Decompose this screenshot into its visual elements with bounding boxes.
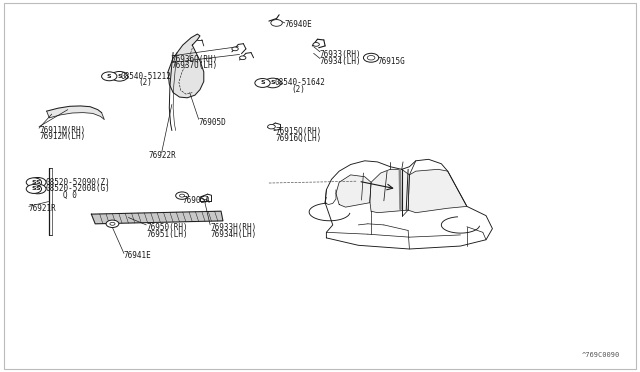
Text: 76905A: 76905A <box>182 196 211 205</box>
Text: 76912M(LH): 76912M(LH) <box>39 132 85 141</box>
Text: 76950(RH): 76950(RH) <box>147 223 188 232</box>
Text: S: S <box>117 74 122 79</box>
Circle shape <box>264 78 281 88</box>
Text: 76905D: 76905D <box>198 118 227 127</box>
Text: 76933H(RH): 76933H(RH) <box>210 223 257 232</box>
Circle shape <box>29 184 46 194</box>
Text: S: S <box>31 180 36 185</box>
Circle shape <box>29 177 46 187</box>
Text: Q 0: Q 0 <box>63 191 77 200</box>
Text: 76934(LH): 76934(LH) <box>320 57 362 66</box>
Text: 76936Q(RH): 76936Q(RH) <box>172 55 218 64</box>
Text: 08520-52008(G): 08520-52008(G) <box>45 185 110 193</box>
Polygon shape <box>408 169 467 213</box>
Polygon shape <box>336 175 371 207</box>
Circle shape <box>239 56 246 60</box>
Circle shape <box>364 53 379 62</box>
Text: 76933(RH): 76933(RH) <box>320 50 362 59</box>
Text: S: S <box>35 186 40 192</box>
Text: ^769C0090: ^769C0090 <box>582 352 620 358</box>
Circle shape <box>106 220 119 228</box>
Text: S: S <box>31 186 36 192</box>
Circle shape <box>271 20 282 26</box>
Circle shape <box>367 55 375 60</box>
Circle shape <box>26 185 42 193</box>
Text: 76934H(LH): 76934H(LH) <box>210 230 257 239</box>
Polygon shape <box>370 169 410 213</box>
Circle shape <box>110 222 115 225</box>
Circle shape <box>255 78 270 87</box>
Text: 76921R: 76921R <box>29 205 56 214</box>
Circle shape <box>202 196 208 200</box>
Text: 76911M(RH): 76911M(RH) <box>39 126 85 135</box>
Circle shape <box>313 42 319 46</box>
Text: S: S <box>107 74 111 79</box>
Text: (2): (2) <box>138 78 152 87</box>
Circle shape <box>26 178 42 187</box>
Polygon shape <box>168 34 204 98</box>
Circle shape <box>175 192 188 199</box>
Text: 76937U(LH): 76937U(LH) <box>172 61 218 70</box>
Text: 76915Q(RH): 76915Q(RH) <box>275 127 321 137</box>
Text: 76915G: 76915G <box>378 57 405 66</box>
Text: 76940E: 76940E <box>285 20 312 29</box>
Circle shape <box>232 47 238 51</box>
Text: S: S <box>35 180 40 185</box>
Circle shape <box>102 72 117 81</box>
Text: S: S <box>260 80 265 86</box>
Circle shape <box>179 194 184 197</box>
Text: 08540-51212: 08540-51212 <box>121 72 172 81</box>
Text: 08540-51642: 08540-51642 <box>274 78 325 87</box>
Text: 76951(LH): 76951(LH) <box>147 230 188 239</box>
Polygon shape <box>92 211 223 224</box>
Text: 76916Q(LH): 76916Q(LH) <box>275 134 321 143</box>
Text: S: S <box>271 80 275 86</box>
Circle shape <box>111 71 128 81</box>
Text: (2): (2) <box>291 85 305 94</box>
Text: 76922R: 76922R <box>149 151 177 160</box>
Polygon shape <box>47 106 104 119</box>
Text: 76941E: 76941E <box>124 251 152 260</box>
Text: 08520-52090(Z): 08520-52090(Z) <box>45 178 110 187</box>
Circle shape <box>268 125 275 129</box>
